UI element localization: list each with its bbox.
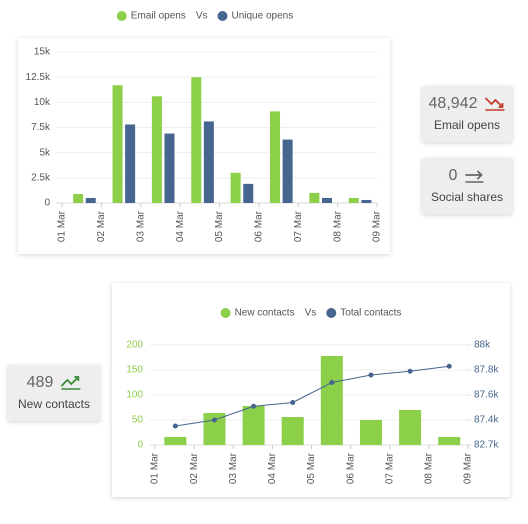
- x-tick-label: 08 Mar: [332, 210, 343, 242]
- bar: [191, 77, 202, 203]
- y-tick-label: 0: [137, 440, 143, 451]
- bar: [85, 197, 96, 203]
- point: [407, 368, 413, 374]
- legend-label: Unique opens: [231, 11, 293, 22]
- y2-tick-label: 87.6k: [474, 390, 499, 401]
- card-label: Social shares: [431, 190, 503, 204]
- bar: [309, 192, 320, 203]
- bar: [321, 197, 332, 203]
- x-tick-label: 06 Mar: [254, 210, 265, 242]
- point: [329, 380, 335, 385]
- y-tick-label: 10k: [34, 97, 51, 108]
- bar: [164, 437, 187, 445]
- legend-swatch: [220, 308, 231, 318]
- bar: [270, 111, 281, 203]
- bar: [73, 193, 84, 203]
- legend-label: Email opens: [131, 11, 186, 22]
- x-tick-label: 02 Mar: [96, 210, 107, 242]
- card-value: 48,942: [429, 95, 478, 112]
- bar: [281, 417, 304, 445]
- card-label: New contacts: [18, 397, 90, 411]
- y-tick-label: 200: [126, 340, 143, 351]
- x-tick-label: 04 Mar: [267, 452, 278, 484]
- point: [172, 423, 178, 429]
- bar: [320, 356, 343, 445]
- card-value: 489: [27, 374, 54, 391]
- bar: [242, 406, 265, 445]
- y-tick-label: 50: [132, 415, 144, 426]
- y-tick-label: 0: [44, 198, 50, 209]
- y-tick-label: 7.5k: [31, 122, 51, 133]
- x-tick-label: 03 Mar: [135, 210, 146, 242]
- legend-swatch: [326, 308, 337, 318]
- x-tick-label: 01 Mar: [150, 452, 161, 484]
- legend-label: Total contacts: [340, 308, 401, 319]
- y-tick-label: 5k: [39, 147, 51, 158]
- card: [422, 158, 512, 214]
- bar: [203, 121, 214, 203]
- point: [368, 372, 374, 378]
- card: [422, 86, 512, 142]
- legend: New contacts Vs Total contacts: [220, 308, 401, 319]
- point: [446, 363, 452, 369]
- y2-tick-label: 87.8k: [474, 365, 499, 376]
- x-tick-label: 06 Mar: [345, 452, 356, 484]
- bar: [151, 96, 162, 203]
- legend-joiner: Vs: [305, 308, 317, 319]
- y-tick-label: 12.5k: [26, 72, 51, 83]
- legend-label: New contacts: [235, 308, 295, 319]
- card-label: Email opens: [434, 118, 500, 132]
- y2-tick-label: 88k: [474, 340, 491, 351]
- x-tick-label: 05 Mar: [306, 452, 317, 484]
- card-value: 0: [449, 167, 458, 184]
- x-tick-label: 08 Mar: [424, 452, 435, 484]
- point: [211, 417, 217, 423]
- point: [290, 400, 296, 405]
- y2-tick-label: 82.7k: [474, 440, 499, 451]
- x-tick-label: 01 Mar: [57, 210, 68, 242]
- panel: [112, 283, 510, 497]
- line: [175, 365, 450, 427]
- bar: [359, 420, 382, 445]
- trend-icon: [465, 170, 483, 180]
- point: [251, 403, 257, 409]
- x-tick-label: 02 Mar: [189, 452, 200, 484]
- y-tick-label: 2.5k: [31, 172, 51, 183]
- bar: [230, 172, 241, 203]
- bar: [125, 124, 136, 203]
- trend-icon: [484, 97, 504, 108]
- bar: [438, 437, 461, 445]
- y-tick-label: 100: [126, 390, 143, 401]
- bar: [361, 199, 372, 203]
- bar: [112, 85, 123, 203]
- x-tick-label: 03 Mar: [228, 452, 239, 484]
- x-tick-label: 05 Mar: [214, 210, 225, 242]
- y2-tick-label: 87.4k: [474, 415, 499, 426]
- bar: [399, 410, 422, 445]
- x-tick-label: 07 Mar: [293, 210, 304, 242]
- bar: [348, 197, 359, 203]
- bar: [164, 133, 175, 203]
- x-tick-label: 09 Mar: [372, 210, 383, 242]
- legend-swatch: [217, 11, 228, 21]
- trend-icon: [60, 376, 80, 387]
- bar: [243, 183, 254, 203]
- bar: [282, 139, 293, 203]
- legend: Email opens Vs Unique opens: [116, 11, 293, 22]
- x-tick-label: 04 Mar: [175, 210, 186, 242]
- y-tick-label: 15k: [34, 47, 51, 58]
- x-tick-label: 07 Mar: [384, 452, 395, 484]
- y-tick-label: 150: [126, 365, 143, 376]
- legend-joiner: Vs: [196, 11, 208, 22]
- card: [8, 365, 100, 421]
- x-tick-label: 09 Mar: [463, 452, 474, 484]
- legend-swatch: [116, 11, 127, 21]
